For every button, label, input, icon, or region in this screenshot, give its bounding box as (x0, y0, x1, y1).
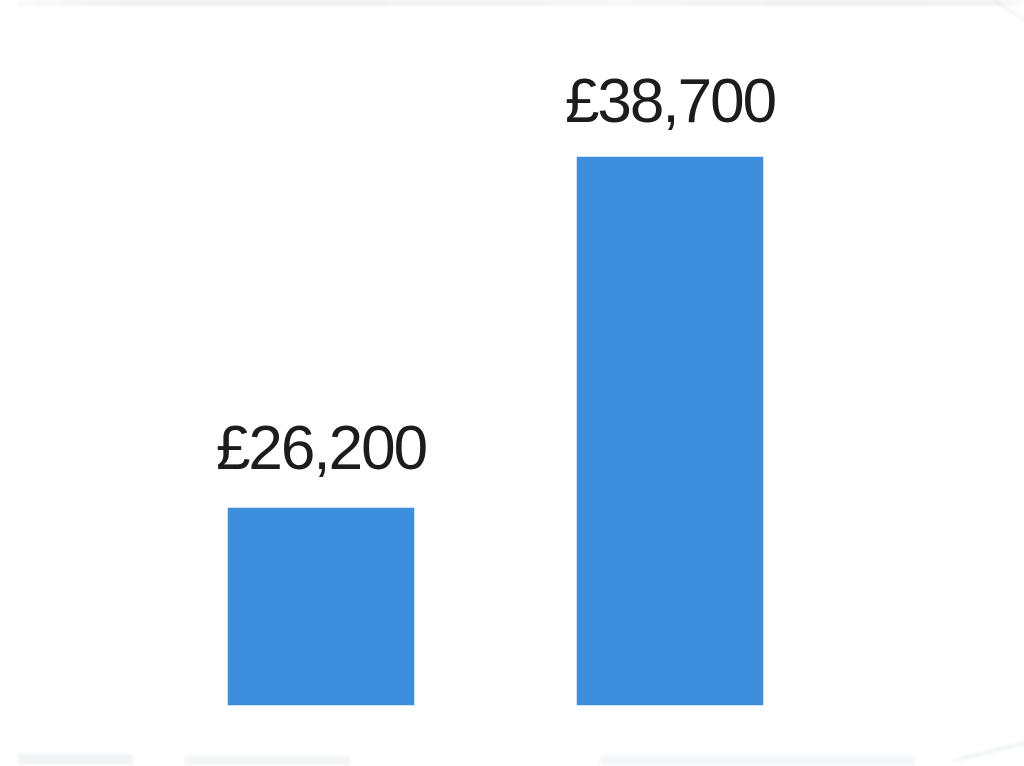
top-edge-artifact (18, 0, 1024, 6)
bar-value-label-left: £26,200 (215, 414, 428, 483)
bottom-edge-artifact (600, 756, 915, 765)
bar-value-label-right: £38,700 (564, 67, 777, 136)
bottom-edge-artifact (185, 756, 350, 765)
bottom-edge-artifact (18, 754, 133, 764)
bottom-right-edge-artifact (952, 737, 1024, 763)
bar-left (228, 508, 414, 705)
bar-right (577, 157, 763, 705)
